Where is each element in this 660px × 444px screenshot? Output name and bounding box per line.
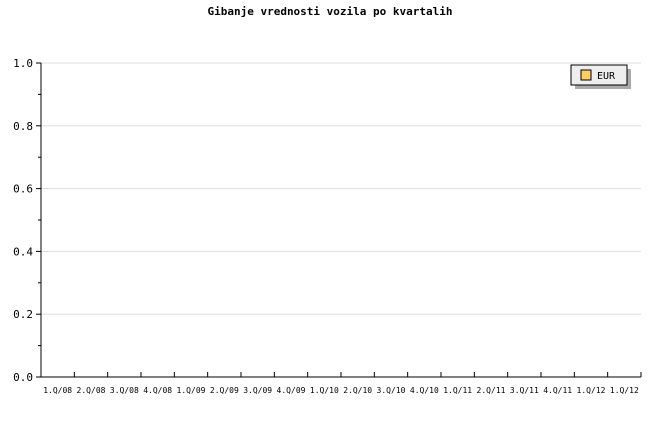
- x-tick-label: 4.Q/09: [277, 386, 306, 395]
- x-tick-label: 4.Q/08: [143, 386, 172, 395]
- x-tick-label: 2.Q/10: [343, 386, 372, 395]
- x-tick-label: 3.Q/10: [377, 386, 406, 395]
- x-tick-label: 1.Q/11: [443, 386, 472, 395]
- x-tick-label: 1.Q/08: [43, 386, 72, 395]
- x-tick-label: 1.Q/12: [610, 386, 639, 395]
- y-tick-label: 0.8: [13, 120, 33, 133]
- x-tick-label: 4.Q/10: [410, 386, 439, 395]
- y-tick-label: 0.4: [13, 245, 33, 258]
- y-tick-label: 0.0: [13, 371, 33, 384]
- x-tick-label: 2.Q/11: [477, 386, 506, 395]
- x-tick-label: 2.Q/09: [210, 386, 239, 395]
- x-tick-label: 4.Q/11: [543, 386, 572, 395]
- y-tick-label: 1.0: [13, 57, 33, 70]
- x-tick-label: 1.Q/12: [577, 386, 606, 395]
- legend-swatch: [580, 69, 592, 81]
- y-tick-label: 0.6: [13, 183, 33, 196]
- x-tick-label: 1.Q/10: [310, 386, 339, 395]
- x-tick-label: 2.Q/08: [77, 386, 106, 395]
- chart-title: Gibanje vrednosti vozila po kvartalih: [207, 5, 452, 18]
- y-tick-label: 0.2: [13, 308, 33, 321]
- x-tick-label: 3.Q/11: [510, 386, 539, 395]
- legend-label: EUR: [597, 71, 616, 82]
- x-tick-label: 3.Q/08: [110, 386, 139, 395]
- x-tick-label: 3.Q/09: [243, 386, 272, 395]
- x-tick-label: 1.Q/09: [177, 386, 206, 395]
- legend: EUR: [570, 64, 631, 89]
